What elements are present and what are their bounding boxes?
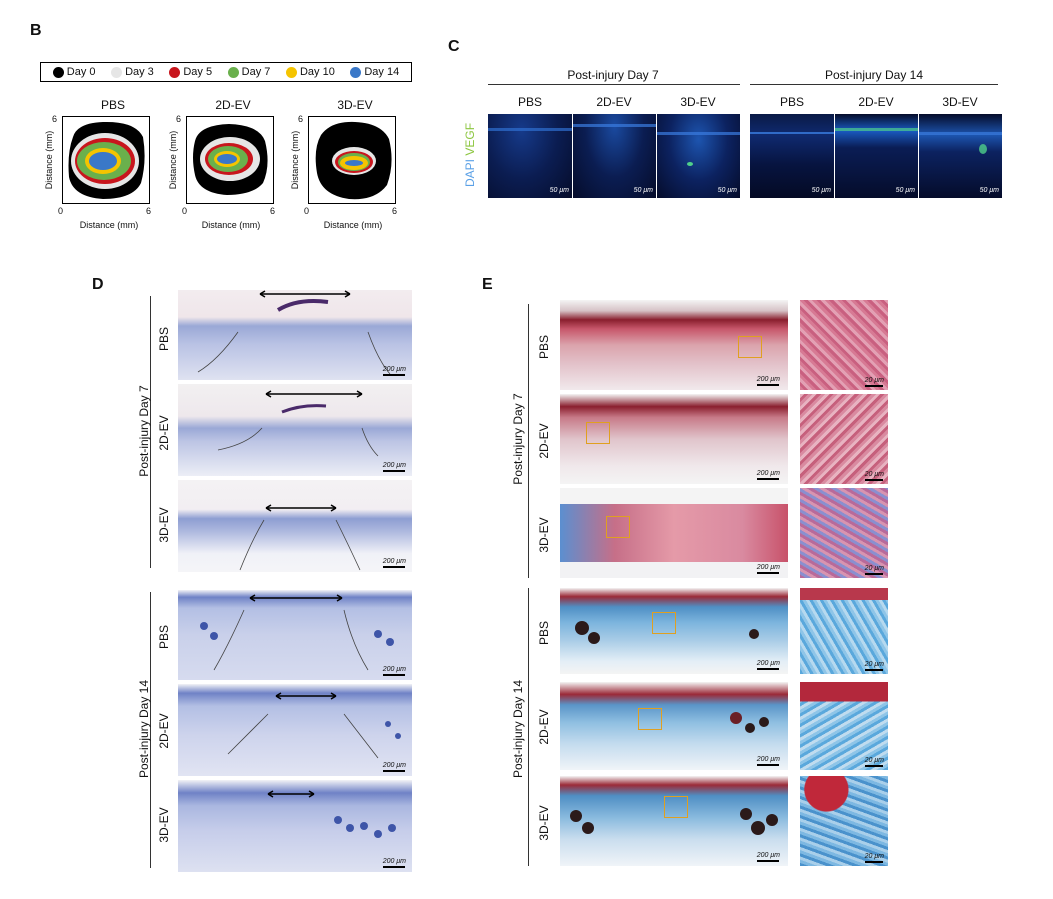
legend-item-day3: Day 3: [111, 66, 154, 78]
panel-d-group-day14: Post-injury Day 14: [137, 679, 151, 779]
panel-d-row-3d-ev-day7: 3D-EV: [157, 507, 171, 543]
fluorescence-image-3d-ev-day14: 50 μm: [919, 114, 1002, 198]
histology-image-2d-ev-day14: 200 μm: [178, 684, 412, 776]
x-min-tick-pbs: 0: [58, 206, 64, 216]
legend-item-day0: Day 0: [52, 66, 96, 78]
trichrome-zoom-pbs-day14: 20 μm: [800, 588, 888, 674]
trichrome-image-2d-ev-day7: 200 μm: [560, 394, 788, 484]
divider: [750, 84, 998, 85]
histology-image-2d-ev-day7: 200 μm: [178, 384, 412, 476]
panel-e-row-3d-ev-day14: 3D-EV: [537, 805, 551, 841]
x-max-tick-pbs: 6: [146, 206, 152, 216]
fluorescence-image-2d-ev-day14: 50 μm: [835, 114, 918, 198]
plot-title-pbs: PBS: [100, 98, 125, 112]
y-axis-label-2d-ev: Distance (mm): [168, 130, 178, 190]
panel-e-row-2d-ev-day14: 2D-EV: [537, 709, 551, 745]
y-max-tick-pbs: 6: [52, 114, 58, 124]
panel-c-stain-labels: DAPI VEGF: [463, 123, 477, 187]
panel-e-row-3d-ev-day7: 3D-EV: [537, 517, 551, 553]
panel-c-col-pbs-day14: PBS: [779, 95, 804, 109]
histology-image-pbs-day14: 200 μm: [178, 590, 412, 680]
panel-e-row-2d-ev-day7: 2D-EV: [537, 423, 551, 459]
panel-e-row-pbs-day7: PBS: [537, 335, 551, 360]
panel-d-row-pbs-day14: PBS: [157, 625, 171, 650]
panel-c-group-day7: Post-injury Day 7: [567, 68, 659, 82]
histology-image-3d-ev-day14: 200 μm: [178, 780, 412, 872]
divider: [488, 84, 740, 85]
wound-plot-pbs: [62, 116, 150, 204]
y-max-tick-3d-ev: 6: [298, 114, 304, 124]
trichrome-image-2d-ev-day14: 200 μm: [560, 682, 788, 770]
panel-d-row-pbs-day7: PBS: [157, 327, 171, 352]
panel-d-row-2d-ev-day14: 2D-EV: [157, 713, 171, 749]
divider: [528, 304, 529, 578]
x-min-tick-3d-ev: 0: [304, 206, 310, 216]
fluorescence-image-3d-ev-day7: 50 μm: [657, 114, 740, 198]
trichrome-zoom-3d-ev-day7: 20 μm: [800, 488, 888, 578]
panel-c-col-2d-ev-day7: 2D-EV: [596, 95, 632, 109]
panel-c-col-3d-ev-day14: 3D-EV: [942, 95, 978, 109]
trichrome-image-pbs-day14: 200 μm: [560, 588, 788, 674]
wound-plot-2d-ev: [186, 116, 274, 204]
panel-d-label: D: [92, 276, 104, 293]
divider: [150, 592, 151, 868]
panel-c-col-2d-ev-day14: 2D-EV: [858, 95, 894, 109]
divider: [528, 588, 529, 866]
x-max-tick-2d-ev: 6: [270, 206, 276, 216]
histology-image-pbs-day7: 200 μm: [178, 290, 412, 380]
stain-label-dapi: DAPI: [463, 158, 477, 187]
histology-image-3d-ev-day7: 200 μm: [178, 480, 412, 572]
x-axis-label-3d-ev: Distance (mm): [323, 220, 383, 230]
panel-e-label: E: [482, 276, 493, 293]
legend-item-day10: Day 10: [285, 66, 335, 78]
panel-d-row-2d-ev-day7: 2D-EV: [157, 415, 171, 451]
x-axis-label-pbs: Distance (mm): [79, 220, 139, 230]
trichrome-zoom-3d-ev-day14: 20 μm: [800, 776, 888, 866]
trichrome-zoom-2d-ev-day14: 20 μm: [800, 682, 888, 770]
panel-c-group-day14: Post-injury Day 14: [824, 68, 924, 82]
y-max-tick-2d-ev: 6: [176, 114, 182, 124]
trichrome-zoom-pbs-day7: 20 μm: [800, 300, 888, 390]
fluorescence-image-pbs-day7: 50 μm: [488, 114, 572, 198]
legend-item-day7: Day 7: [227, 66, 270, 78]
trichrome-zoom-2d-ev-day7: 20 μm: [800, 394, 888, 484]
wound-plot-3d-ev: [308, 116, 396, 204]
trichrome-image-pbs-day7: 200 μm: [560, 300, 788, 390]
fluorescence-image-pbs-day14: 50 μm: [750, 114, 834, 198]
panel-b-legend: Day 0 Day 3 Day 5 Day 7 Day 10 Day 14: [40, 62, 412, 82]
panel-c-col-3d-ev-day7: 3D-EV: [680, 95, 716, 109]
x-axis-label-2d-ev: Distance (mm): [201, 220, 261, 230]
y-axis-label-pbs: Distance (mm): [44, 130, 54, 190]
trichrome-image-3d-ev-day7: 200 μm: [560, 488, 788, 578]
panel-e-group-day7: Post-injury Day 7: [511, 393, 525, 485]
plot-title-3d-ev: 3D-EV: [337, 98, 373, 112]
panel-c-col-pbs-day7: PBS: [517, 95, 542, 109]
x-max-tick-3d-ev: 6: [392, 206, 398, 216]
panel-e-group-day14: Post-injury Day 14: [511, 679, 525, 779]
trichrome-image-3d-ev-day14: 200 μm: [560, 776, 788, 866]
stain-label-vegf: VEGF: [463, 122, 477, 156]
divider: [150, 296, 151, 568]
panel-d-row-3d-ev-day14: 3D-EV: [157, 807, 171, 843]
x-min-tick-2d-ev: 0: [182, 206, 188, 216]
panel-e-row-pbs-day14: PBS: [537, 621, 551, 646]
panel-d-group-day7: Post-injury Day 7: [137, 385, 151, 477]
panel-b-label: B: [30, 22, 42, 39]
legend-item-day14: Day 14: [350, 66, 399, 78]
panel-c-label: C: [448, 38, 460, 55]
fluorescence-image-2d-ev-day7: 50 μm: [573, 114, 656, 198]
legend-item-day5: Day 5: [169, 66, 212, 78]
y-axis-label-3d-ev: Distance (mm): [290, 130, 300, 190]
plot-title-2d-ev: 2D-EV: [215, 98, 251, 112]
